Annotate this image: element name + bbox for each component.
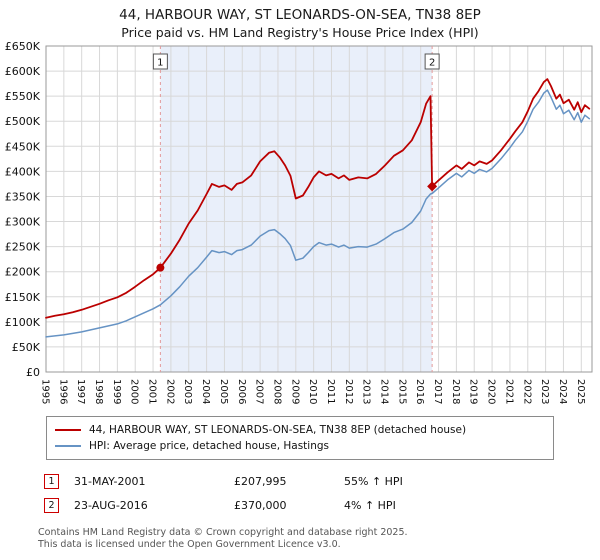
sale-2-price: £370,000 (234, 499, 287, 512)
footer-line-1: Contains HM Land Registry data © Crown c… (38, 527, 408, 538)
svg-text:2005: 2005 (218, 379, 229, 404)
svg-text:2013: 2013 (361, 379, 372, 404)
sale-1-price: £207,995 (234, 475, 287, 488)
table-row: 2 23-AUG-2016 £370,000 4% ↑ HPI (44, 498, 600, 513)
transaction-table: 1 31-MAY-2001 £207,995 55% ↑ HPI 2 23-AU… (44, 474, 600, 513)
svg-text:2: 2 (429, 58, 435, 69)
copyright-footer: Contains HM Land Registry data © Crown c… (38, 527, 600, 551)
legend-item-property: 44, HARBOUR WAY, ST LEONARDS-ON-SEA, TN3… (55, 422, 545, 438)
svg-text:£500K: £500K (5, 115, 41, 128)
price-chart: £0 £50K £100K £150K £200K £250K £300K £350K £400… (5, 40, 593, 404)
svg-text:2014: 2014 (379, 379, 390, 404)
svg-text:2007: 2007 (254, 379, 265, 404)
blue-line-swatch (55, 445, 81, 447)
svg-text:£150K: £150K (5, 291, 41, 304)
svg-text:£600K: £600K (5, 65, 41, 78)
svg-text:£200K: £200K (5, 266, 41, 279)
svg-text:1999: 1999 (111, 379, 122, 404)
marker-2-badge: 2 (44, 498, 59, 513)
svg-text:2018: 2018 (450, 379, 461, 404)
svg-text:2022: 2022 (521, 379, 532, 404)
svg-text:2025: 2025 (575, 379, 586, 404)
legend-item-hpi: HPI: Average price, detached house, Hast… (55, 438, 545, 454)
svg-text:2021: 2021 (503, 379, 514, 404)
footer-line-2: This data is licensed under the Open Gov… (38, 539, 341, 550)
svg-text:£400K: £400K (5, 165, 41, 178)
svg-text:2002: 2002 (164, 379, 175, 404)
svg-text:2006: 2006 (236, 379, 247, 404)
svg-text:£550K: £550K (5, 90, 41, 103)
svg-text:£650K: £650K (5, 40, 41, 53)
svg-text:2004: 2004 (200, 379, 211, 404)
svg-text:1998: 1998 (93, 379, 104, 404)
svg-text:2019: 2019 (468, 379, 479, 404)
page-subtitle: Price paid vs. HM Land Registry's House … (121, 25, 479, 40)
sale-1-hpi-delta: 55% ↑ HPI (344, 475, 403, 488)
svg-text:1995: 1995 (40, 379, 51, 404)
svg-text:£450K: £450K (5, 140, 41, 153)
svg-text:2017: 2017 (432, 379, 443, 404)
svg-text:2016: 2016 (414, 379, 425, 404)
svg-text:1996: 1996 (57, 379, 68, 404)
svg-text:1997: 1997 (75, 379, 86, 404)
chart-legend: 44, HARBOUR WAY, ST LEONARDS-ON-SEA, TN3… (46, 416, 554, 460)
page-title: 44, HARBOUR WAY, ST LEONARDS-ON-SEA, TN3… (119, 7, 481, 23)
svg-text:£300K: £300K (5, 216, 41, 229)
svg-text:2023: 2023 (539, 379, 550, 404)
sale-2-hpi-delta: 4% ↑ HPI (344, 499, 396, 512)
svg-text:2008: 2008 (271, 379, 282, 404)
svg-text:2003: 2003 (182, 379, 193, 404)
svg-text:1: 1 (157, 58, 163, 69)
svg-text:£100K: £100K (5, 316, 41, 329)
svg-text:£350K: £350K (5, 190, 41, 203)
red-line-swatch (55, 429, 81, 431)
svg-text:£50K: £50K (12, 341, 41, 354)
svg-text:2009: 2009 (289, 379, 300, 404)
svg-text:2000: 2000 (129, 379, 140, 404)
svg-text:£0: £0 (26, 366, 40, 379)
svg-text:2001: 2001 (147, 379, 158, 404)
sale-2-date: 23-AUG-2016 (74, 499, 148, 512)
svg-text:2015: 2015 (396, 379, 407, 404)
svg-text:2011: 2011 (325, 379, 336, 404)
svg-text:2012: 2012 (343, 379, 354, 404)
svg-text:2024: 2024 (557, 379, 568, 404)
svg-text:£250K: £250K (5, 241, 41, 254)
legend-label-hpi: HPI: Average price, detached house, Hast… (89, 440, 329, 452)
legend-label-property: 44, HARBOUR WAY, ST LEONARDS-ON-SEA, TN3… (89, 424, 467, 436)
marker-1-badge: 1 (44, 474, 59, 489)
table-row: 1 31-MAY-2001 £207,995 55% ↑ HPI (44, 474, 600, 489)
sale-1-date: 31-MAY-2001 (74, 475, 146, 488)
svg-text:2020: 2020 (486, 379, 497, 404)
svg-text:2010: 2010 (307, 379, 318, 404)
